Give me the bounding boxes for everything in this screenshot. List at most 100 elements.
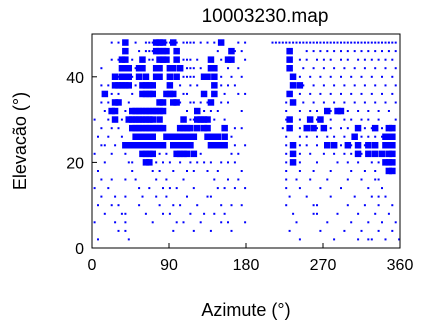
- data-point: [351, 133, 358, 140]
- data-point: [367, 110, 370, 112]
- data-point: [326, 50, 329, 53]
- data-point: [340, 50, 342, 53]
- data-point: [288, 229, 291, 232]
- data-point: [142, 124, 150, 132]
- data-point: [322, 67, 325, 70]
- data-point: [107, 135, 110, 138]
- data-point: [173, 56, 180, 63]
- data-point: [175, 221, 178, 224]
- x-tick-label: 0: [88, 257, 97, 274]
- data-point: [240, 50, 243, 53]
- data-point: [131, 58, 134, 61]
- data-point: [199, 152, 202, 155]
- data-point: [100, 84, 103, 87]
- data-point: [103, 110, 106, 112]
- data-point: [370, 58, 373, 61]
- data-point: [148, 50, 151, 53]
- data-point: [146, 107, 153, 115]
- data-point: [309, 41, 312, 44]
- data-point: [312, 101, 315, 104]
- data-point: [196, 58, 199, 61]
- data-point: [180, 142, 187, 149]
- data-point: [298, 170, 301, 172]
- data-point: [203, 212, 206, 215]
- data-point: [100, 101, 103, 104]
- data-point: [107, 187, 110, 190]
- data-point: [216, 170, 219, 172]
- data-point: [343, 67, 346, 70]
- data-point: [131, 170, 134, 172]
- data-point: [385, 159, 393, 166]
- data-point: [124, 195, 127, 198]
- data-point: [285, 187, 288, 190]
- data-point: [149, 82, 156, 89]
- data-point: [149, 124, 156, 132]
- data-point: [220, 221, 223, 224]
- data-point: [329, 118, 332, 121]
- data-point: [340, 144, 342, 147]
- data-point: [132, 124, 139, 132]
- data-point: [360, 118, 363, 121]
- data-point: [156, 116, 163, 123]
- data-point: [156, 47, 163, 55]
- data-point: [288, 41, 291, 44]
- data-point: [97, 204, 99, 207]
- data-point: [357, 161, 360, 164]
- data-point: [288, 195, 291, 198]
- data-point: [192, 41, 195, 44]
- data-point: [122, 65, 129, 72]
- data-point: [292, 41, 295, 44]
- data-point: [142, 90, 150, 98]
- data-point: [196, 161, 199, 164]
- data-point: [110, 58, 113, 61]
- data-point: [298, 110, 301, 112]
- data-point: [146, 90, 153, 98]
- data-point: [354, 142, 362, 149]
- data-point: [186, 58, 188, 61]
- data-point: [129, 107, 136, 115]
- data-point: [138, 50, 141, 53]
- data-point: [168, 161, 171, 164]
- data-point: [159, 47, 167, 55]
- data-point: [353, 50, 356, 53]
- data-point: [187, 133, 194, 140]
- data-point: [324, 142, 331, 149]
- data-point: [209, 110, 212, 112]
- data-point: [149, 150, 156, 158]
- data-point: [336, 41, 339, 44]
- data-point: [298, 187, 301, 190]
- data-point: [132, 116, 139, 123]
- data-point: [367, 135, 370, 138]
- data-point: [343, 101, 346, 104]
- data-point: [211, 142, 218, 149]
- data-point: [176, 133, 184, 140]
- data-point: [151, 221, 154, 224]
- data-point: [384, 41, 387, 44]
- data-point: [97, 238, 99, 241]
- data-point: [363, 84, 366, 87]
- data-point: [382, 133, 389, 140]
- data-point: [204, 124, 211, 132]
- data-point: [170, 99, 177, 106]
- data-point: [149, 142, 156, 149]
- data-point: [316, 110, 318, 112]
- data-point: [230, 135, 233, 138]
- data-point: [155, 195, 158, 198]
- data-point: [165, 178, 168, 181]
- data-point: [117, 41, 120, 44]
- data-point: [298, 92, 301, 95]
- data-point: [319, 187, 322, 190]
- data-point: [370, 161, 373, 164]
- data-point: [156, 107, 163, 115]
- data-point: [148, 187, 151, 190]
- data-point: [117, 75, 120, 78]
- data-point: [159, 39, 167, 46]
- data-point: [344, 142, 352, 149]
- data-point: [223, 187, 226, 190]
- data-point: [295, 41, 298, 44]
- data-point: [189, 67, 192, 70]
- data-point: [211, 82, 218, 89]
- data-point: [223, 92, 226, 95]
- data-point: [360, 92, 363, 95]
- data-point: [139, 124, 146, 132]
